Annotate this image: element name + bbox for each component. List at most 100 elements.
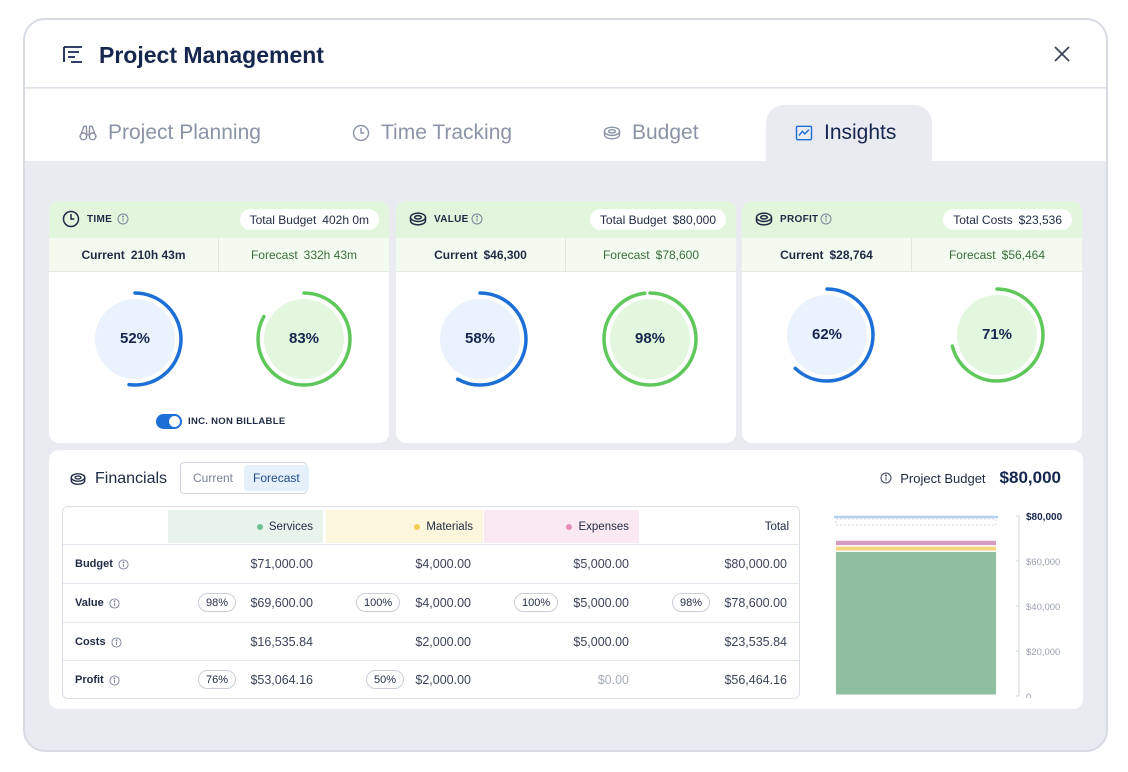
- total-budget-pill: Total Budget $80,000: [589, 209, 726, 230]
- financials-table: Services Materials Expenses Total Budget…: [62, 506, 800, 699]
- time-card-subheader: Current 210h 43m Forecast 332h 43m: [49, 238, 389, 272]
- pct-badge: 98%: [672, 593, 711, 612]
- profit-card-header: PROFIT Total Costs $23,536: [742, 201, 1082, 238]
- total-value: $78,600.00: [724, 596, 787, 610]
- info-icon[interactable]: [109, 674, 120, 686]
- row-label: Value: [75, 584, 120, 622]
- services-value: $69,600.00: [250, 596, 313, 610]
- bar-segment-materials: [836, 546, 996, 551]
- row-label: Budget: [75, 545, 129, 583]
- coins-icon: [409, 212, 427, 226]
- column-label: Total: [764, 520, 789, 533]
- row-label-text: Budget: [75, 558, 113, 570]
- current-value: $28,764: [829, 247, 873, 262]
- tab-project-planning[interactable]: Project Planning: [50, 105, 289, 161]
- non-billable-toggle[interactable]: [156, 414, 182, 429]
- total-value: $80,000.00: [724, 557, 787, 571]
- binoculars-icon: [79, 125, 97, 141]
- bar-segment-expenses: [836, 540, 996, 546]
- current-label: Current: [434, 247, 478, 262]
- pill-label: Total Costs: [953, 212, 1013, 227]
- financials-title: Financials: [69, 470, 167, 488]
- info-icon[interactable]: [117, 213, 129, 225]
- bar-segment-services: [836, 552, 996, 695]
- profit-card: PROFIT Total Costs $23,536 Current $28,76…: [742, 201, 1082, 443]
- financials-label: Financials: [95, 470, 168, 487]
- budget-stacked-bar-chart: $80,000 $60,000 $40,000 $20,000 0: [834, 512, 1063, 698]
- column-header-materials: Materials: [326, 510, 483, 543]
- progress-arc: [87, 291, 183, 387]
- row-label-text: Costs: [75, 636, 106, 648]
- info-icon[interactable]: [109, 597, 120, 609]
- info-icon[interactable]: [880, 472, 892, 484]
- time-label: TIME: [87, 214, 113, 225]
- total-costs-pill: Total Costs $23,536: [943, 209, 1072, 230]
- forecast-label: Forecast: [948, 247, 996, 262]
- column-header-expenses: Expenses: [484, 510, 639, 543]
- coins-icon: [70, 473, 86, 485]
- gantt-icon: [63, 46, 82, 63]
- tab-insights[interactable]: Insights: [766, 105, 932, 161]
- project-budget-value: $80,000: [999, 468, 1061, 487]
- profit-forecast-pct: 71%: [981, 326, 1013, 343]
- current-value: $46,300: [483, 247, 527, 262]
- pill-value: $80,000: [672, 212, 716, 227]
- pct-badge: 76%: [198, 670, 237, 689]
- current-summary: Current $28,764: [742, 238, 912, 271]
- y-tick-label: 0: [1026, 692, 1031, 698]
- view-forecast-option[interactable]: Forecast: [244, 465, 309, 491]
- forecast-label: Forecast: [250, 247, 298, 262]
- time-card: TIME Total Budget 402h 0m Current 210h 43…: [49, 201, 389, 443]
- table-row-value: Value 98% $69,600.00 100% $4,000.00 100%…: [63, 584, 799, 623]
- expenses-value: $5,000.00: [573, 635, 629, 649]
- chart-icon: [795, 125, 813, 141]
- clock-icon: [352, 124, 370, 142]
- view-toggle: Current Forecast: [180, 462, 309, 494]
- forecast-value: $78,600: [655, 247, 700, 262]
- tab-strip: Project Planning Time Tracking Budget In…: [25, 89, 1106, 161]
- row-label: Costs: [75, 623, 122, 661]
- pill-label: Total Budget: [249, 212, 317, 227]
- pill-label: Total Budget: [599, 212, 667, 227]
- pct-badge: 100%: [356, 593, 401, 612]
- progress-arc: [602, 291, 698, 387]
- value-card-header: VALUE Total Budget $80,000: [396, 201, 736, 238]
- view-current-option[interactable]: Current: [193, 471, 234, 485]
- expenses-value: $5,000.00: [573, 557, 629, 571]
- forecast-value: 332h 43m: [303, 247, 358, 262]
- value-card: VALUE Total Budget $80,000 Current $46,30…: [396, 201, 736, 443]
- profit-forecast-ring: [949, 287, 1045, 383]
- info-icon[interactable]: [118, 558, 129, 570]
- materials-value: $4,000.00: [415, 596, 471, 610]
- y-tick-label: $40,000: [1026, 602, 1060, 613]
- value-label: VALUE: [434, 214, 469, 225]
- profit-current-ring: [779, 287, 875, 383]
- current-label: Current: [780, 247, 824, 262]
- time-forecast-pct: 83%: [288, 330, 320, 347]
- total-value: $56,464.16: [724, 673, 787, 687]
- column-label: Materials: [426, 520, 473, 533]
- info-icon[interactable]: [111, 636, 122, 648]
- info-icon[interactable]: [820, 213, 832, 225]
- current-value: 210h 43m: [130, 247, 186, 262]
- pct-badge: 100%: [514, 593, 559, 612]
- expenses-value: $0.00: [597, 673, 629, 687]
- services-value: $53,064.16: [250, 673, 313, 687]
- table-row-costs: Costs $16,535.84 $2,000.00 $5,000.00 $23…: [63, 623, 799, 661]
- progress-arc: [256, 291, 352, 387]
- close-icon[interactable]: [1050, 42, 1074, 66]
- project-budget-label: Project Budget: [900, 470, 986, 486]
- pct-badge: 50%: [366, 670, 405, 689]
- y-tick-label: $80,000: [1026, 512, 1063, 523]
- materials-value: $2,000.00: [415, 673, 471, 687]
- tab-budget[interactable]: Budget: [574, 105, 727, 161]
- column-label: Expenses: [578, 520, 629, 533]
- column-label: Services: [268, 520, 313, 533]
- info-icon[interactable]: [471, 213, 483, 225]
- materials-dot: [414, 523, 421, 530]
- row-label: Profit: [75, 661, 120, 698]
- y-tick-label: $20,000: [1026, 647, 1060, 658]
- project-management-window: Project Management Project Planning Time…: [23, 18, 1108, 752]
- tab-time-tracking[interactable]: Time Tracking: [323, 105, 540, 161]
- table-header-row: Services Materials Expenses Total: [63, 507, 799, 545]
